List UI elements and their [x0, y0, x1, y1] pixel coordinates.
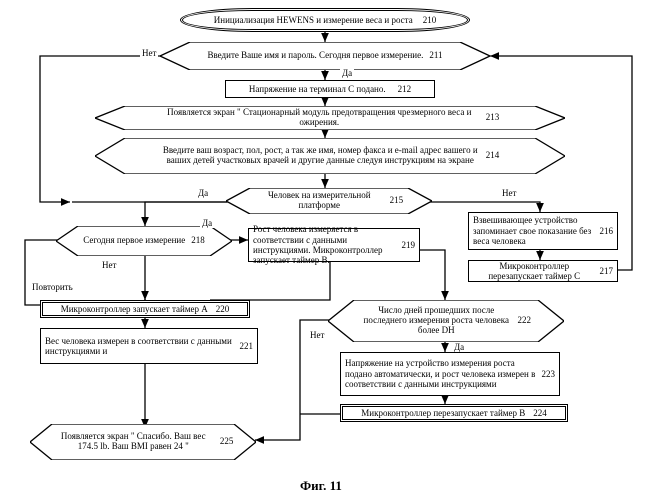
node-214-text: Введите ваш возраст, пол, рост, а так же…	[161, 146, 480, 166]
node-217-num: 217	[600, 266, 614, 276]
node-225-text: Появляется экран " Спасибо. Ваш вес 174.…	[53, 432, 214, 452]
label-222-no: Нет	[308, 330, 326, 340]
node-220-timerA: Микроконтроллер запускает таймер А 220	[40, 300, 250, 318]
node-222-daysDH: Число дней прошедших после последнего из…	[328, 300, 564, 342]
label-215-yes: Да	[196, 188, 210, 198]
label-218-yes: Да	[200, 218, 214, 228]
node-216-text: Взвешивающее устройство запоминает свое …	[473, 215, 596, 246]
node-214-num: 214	[486, 151, 500, 161]
node-220-num: 220	[216, 304, 230, 314]
label-218-rep: Повторить	[30, 282, 75, 292]
node-217-text: Микроконтроллер перезапускает таймер С	[473, 261, 596, 282]
node-223-num: 223	[542, 369, 556, 379]
node-223-text: Напряжение на устройство измерения роста…	[345, 358, 538, 389]
figure-caption: Фиг. 11	[300, 478, 342, 494]
node-215-onplatform: Человек на измерительной платформе 215	[226, 188, 432, 214]
node-210-num: 210	[423, 15, 437, 25]
node-213-screen: Появляется экран " Стационарный модуль п…	[95, 106, 565, 130]
label-222-yes: Да	[452, 342, 466, 352]
node-221-weightmeasured: Вес человека измерен в соответствии с да…	[40, 328, 258, 364]
node-225-num: 225	[220, 437, 234, 447]
label-211-no: Нет	[140, 48, 158, 58]
node-221-text: Вес человека измерен в соответствии с да…	[45, 336, 234, 357]
node-224-timerB: Микроконтроллер перезапускает таймер В 2…	[340, 404, 568, 422]
node-216-tare: Взвешивающее устройство запоминает свое …	[468, 212, 618, 250]
node-211-text: Введите Ваше имя и пароль. Сегодня перво…	[207, 51, 423, 61]
node-219-num: 219	[402, 240, 416, 250]
node-212-num: 212	[398, 84, 412, 94]
node-224-num: 224	[533, 408, 547, 418]
node-222-text: Число дней прошедших после последнего из…	[361, 306, 511, 336]
node-212-text: Напряжение на терминал С подано.	[249, 84, 386, 94]
node-213-text: Появляется экран " Стационарный модуль п…	[161, 108, 478, 128]
label-215-no: Нет	[500, 188, 518, 198]
node-217-timerC: Микроконтроллер перезапускает таймер С 2…	[468, 260, 618, 282]
node-210-text: Инициализация HEWENS и измерение веса и …	[214, 15, 413, 25]
node-214-enterdata: Введите ваш возраст, пол, рост, а так же…	[95, 138, 565, 174]
node-222-num: 222	[517, 316, 531, 326]
label-211-yes: Да	[340, 68, 354, 78]
node-218-num: 218	[191, 236, 205, 246]
node-218-firsttoday: Сегодня первое измерение 218	[56, 226, 232, 256]
node-219-measureheight: Рост человека измеряется в соответствии …	[248, 228, 420, 262]
node-212-voltage: Напряжение на терминал С подано. 212	[225, 80, 435, 98]
node-219-text: Рост человека измеряется в соответствии …	[253, 224, 398, 265]
node-210-init: Инициализация HEWENS и измерение веса и …	[180, 8, 470, 32]
node-223-autoheight: Напряжение на устройство измерения роста…	[340, 352, 560, 396]
node-224-text: Микроконтроллер перезапускает таймер В	[361, 408, 525, 418]
node-211-num: 211	[429, 51, 442, 61]
node-220-text: Микроконтроллер запускает таймер А	[61, 304, 208, 314]
node-221-num: 221	[240, 341, 254, 351]
label-218-no: Нет	[100, 260, 118, 270]
node-225-result: Появляется экран " Спасибо. Ваш вес 174.…	[30, 424, 256, 460]
node-218-text: Сегодня первое измерение	[83, 236, 185, 246]
node-216-num: 216	[600, 226, 614, 236]
node-215-num: 215	[390, 196, 404, 206]
node-215-text: Человек на измерительной платформе	[255, 191, 384, 211]
node-213-num: 213	[486, 113, 500, 123]
node-211-login: Введите Ваше имя и пароль. Сегодня перво…	[160, 42, 490, 70]
